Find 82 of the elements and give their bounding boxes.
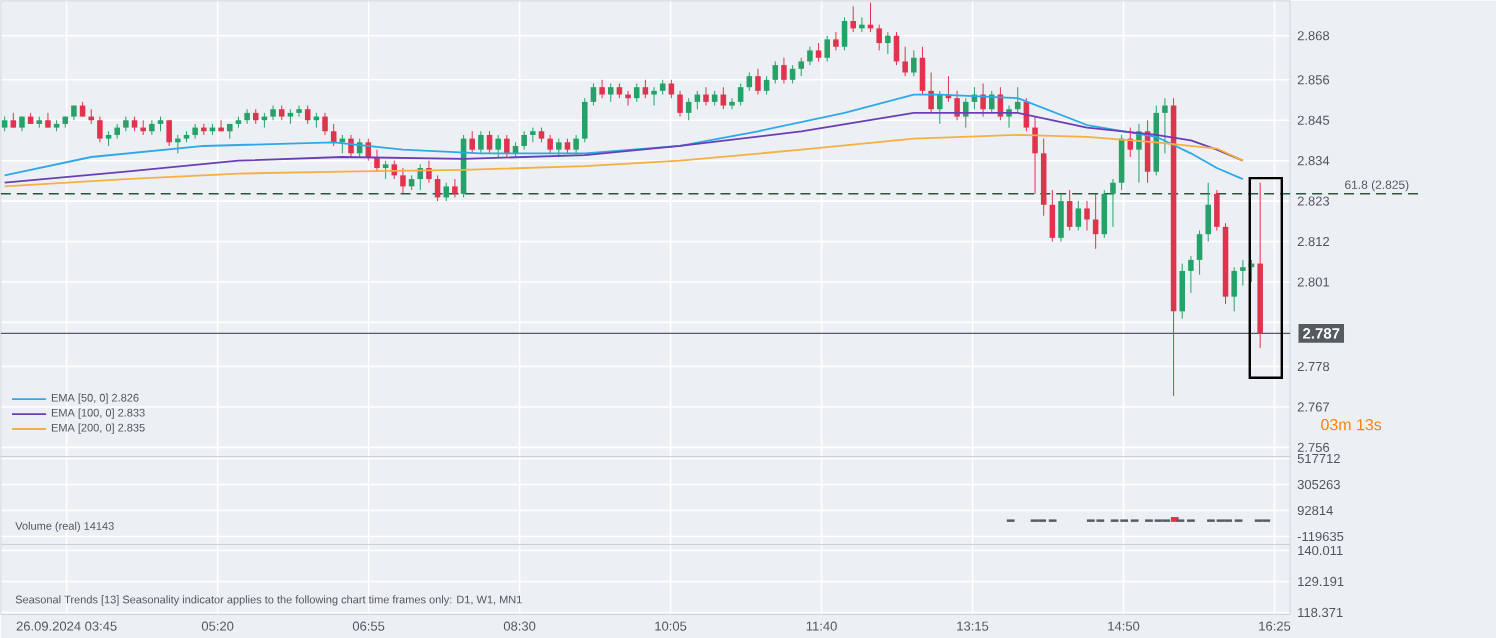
candlestick xyxy=(798,57,805,77)
candlestick xyxy=(192,123,198,139)
candlestick xyxy=(521,130,527,150)
candlestick xyxy=(495,134,501,158)
candlestick xyxy=(1162,97,1168,154)
candlestick xyxy=(1188,255,1194,294)
candlestick xyxy=(807,46,813,66)
candlestick xyxy=(1196,229,1203,275)
candlestick xyxy=(547,134,553,154)
candlestick xyxy=(1066,189,1073,231)
line-series xyxy=(3,93,1244,180)
candlestick xyxy=(599,79,605,99)
candlestick xyxy=(1214,189,1220,231)
candlestick xyxy=(859,16,865,33)
candlestick xyxy=(97,115,103,143)
candlestick xyxy=(902,46,908,77)
candlestick xyxy=(911,49,917,77)
candlestick xyxy=(1205,182,1211,242)
candlestick xyxy=(175,134,181,154)
candlestick xyxy=(478,130,484,154)
candlestick xyxy=(556,137,562,158)
candlestick xyxy=(382,159,389,180)
candlestick xyxy=(737,82,744,106)
candlestick xyxy=(374,148,380,172)
candlestick xyxy=(304,104,311,125)
candlestick xyxy=(937,90,943,125)
candlestick xyxy=(1179,262,1186,319)
candlestick xyxy=(1110,178,1116,228)
candlestick xyxy=(573,134,579,154)
candlestick xyxy=(980,82,986,117)
candlestick xyxy=(1084,200,1090,231)
candlestick xyxy=(841,16,848,51)
candlestick xyxy=(1032,115,1038,195)
candlestick xyxy=(582,97,588,143)
candlestick xyxy=(1231,266,1237,312)
candlestick xyxy=(590,82,597,106)
candlestick xyxy=(443,182,450,202)
candlestick xyxy=(885,31,891,55)
candlestick xyxy=(928,71,934,114)
candlestick xyxy=(746,71,753,92)
candlestick xyxy=(677,90,683,117)
candlestick xyxy=(833,31,839,51)
candlestick xyxy=(781,57,787,84)
candlestick xyxy=(954,90,960,121)
candlestick xyxy=(703,86,709,106)
candlestick xyxy=(720,86,727,110)
candlestick xyxy=(1092,193,1099,250)
candlestick xyxy=(772,60,779,84)
candlestick xyxy=(322,112,328,136)
candlestick xyxy=(962,97,969,128)
candlestick xyxy=(1058,193,1064,242)
candlestick xyxy=(244,108,250,125)
candlestick xyxy=(729,97,735,110)
candlestick xyxy=(504,134,510,158)
candlestick xyxy=(850,5,856,33)
candlestick xyxy=(685,97,692,121)
candlestick xyxy=(400,167,406,195)
candlestick xyxy=(469,130,475,154)
candlestick xyxy=(824,35,830,62)
candlestick xyxy=(642,79,649,99)
candlestick xyxy=(625,90,631,106)
candlestick xyxy=(651,86,657,106)
candlestick xyxy=(1075,200,1082,231)
candlestick xyxy=(919,46,926,95)
candlestick xyxy=(1240,259,1246,286)
candlestick xyxy=(789,64,796,84)
candlestick xyxy=(45,112,51,128)
candlestick xyxy=(1049,189,1056,242)
candlestick xyxy=(876,23,882,51)
candlestick xyxy=(763,75,770,95)
candlestick xyxy=(166,119,172,147)
candlestick xyxy=(633,82,640,103)
candlestick xyxy=(218,119,224,132)
candlestick xyxy=(607,82,614,103)
candlestick xyxy=(417,163,424,191)
candlestick xyxy=(755,68,761,95)
candlestick xyxy=(668,79,675,99)
candlestick xyxy=(815,42,822,62)
candlestick xyxy=(296,104,302,117)
candlestick xyxy=(486,130,493,154)
line-series xyxy=(3,133,1244,188)
candlestick xyxy=(452,178,458,198)
